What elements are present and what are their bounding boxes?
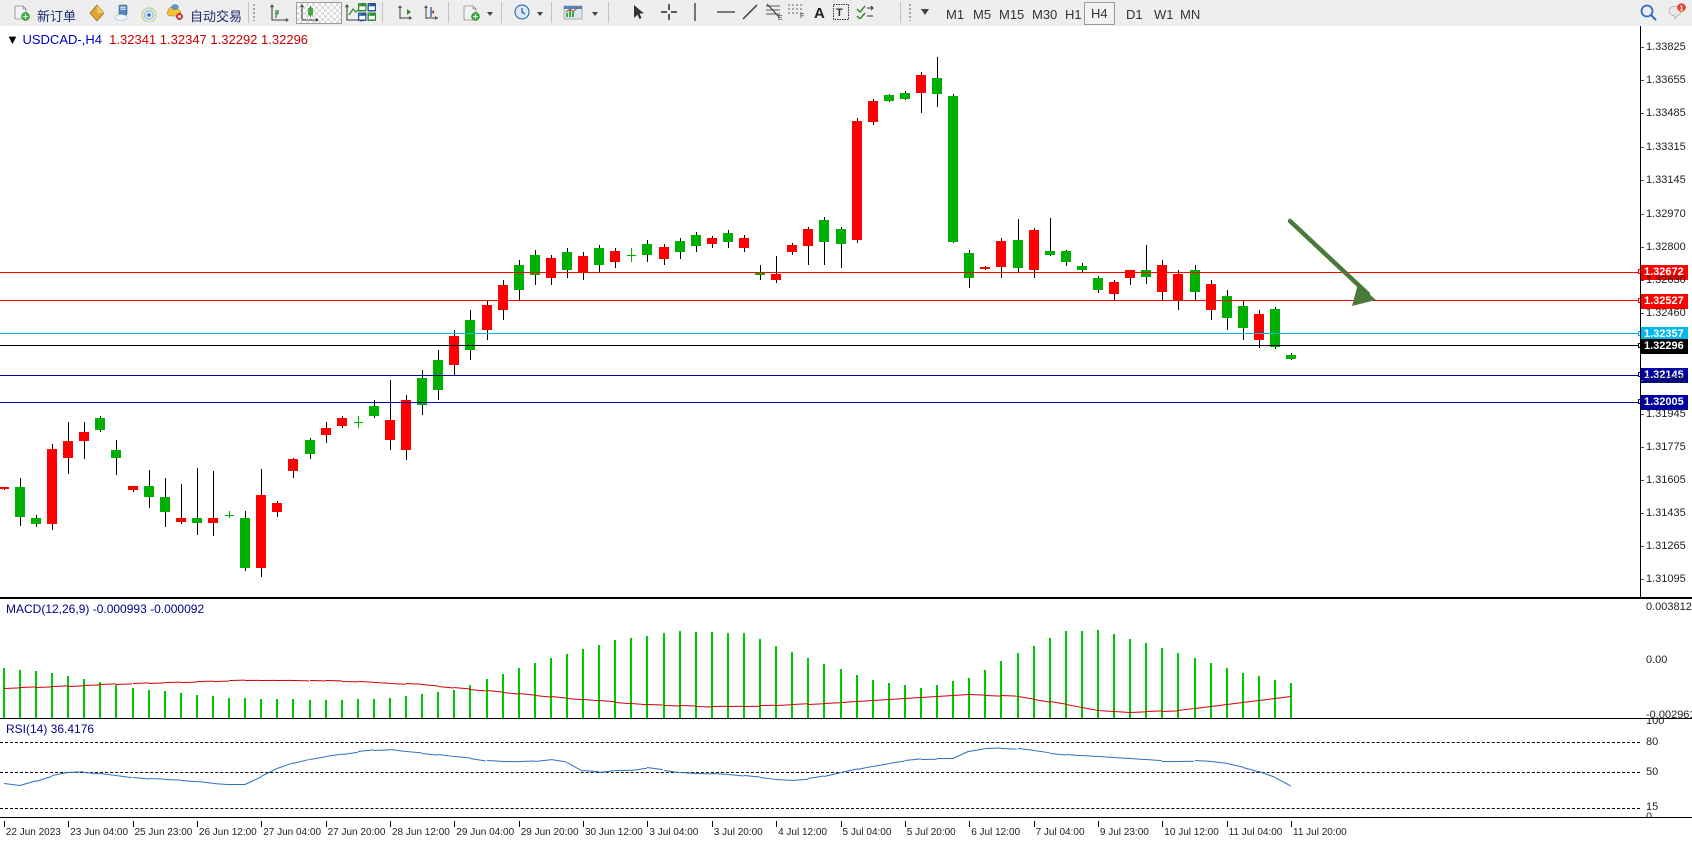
svg-text:F: F <box>800 13 804 18</box>
svg-text:1: 1 <box>1680 5 1684 12</box>
svg-text:E: E <box>778 15 783 21</box>
svg-text:T: T <box>836 7 843 19</box>
